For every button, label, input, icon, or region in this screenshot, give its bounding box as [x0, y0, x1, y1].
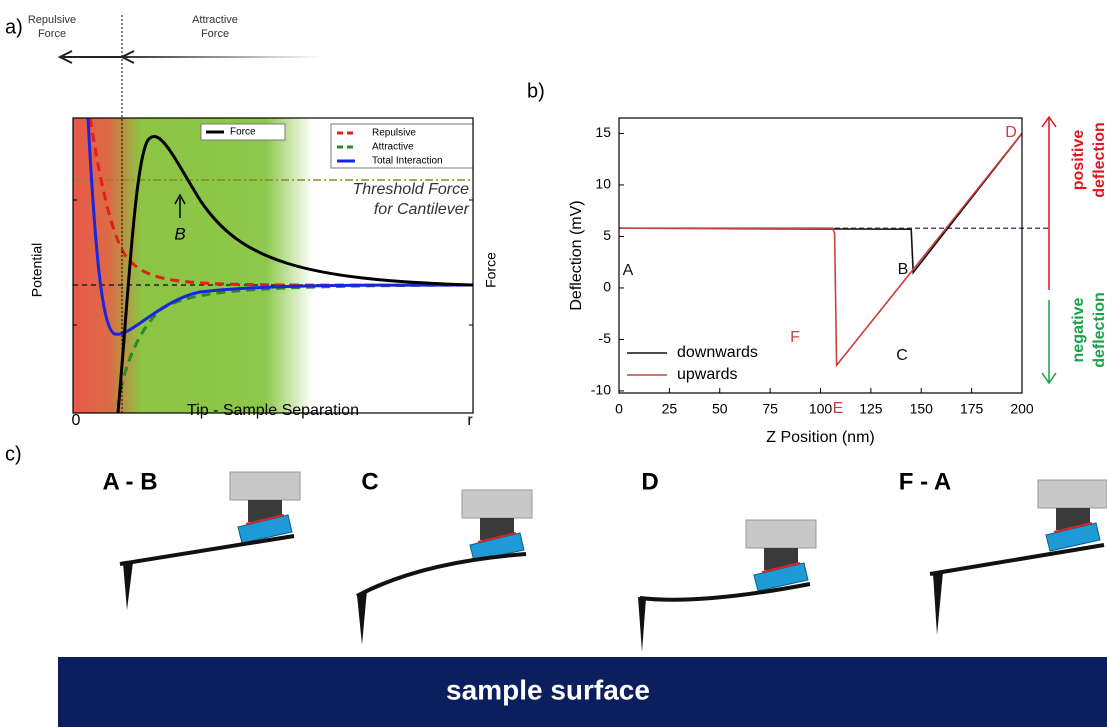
x-tick-label: 0: [615, 401, 623, 417]
axes-frame: [72, 117, 474, 414]
point-annotation: A: [623, 262, 634, 279]
arrowhead: [57, 50, 73, 64]
panel-b: 0 25 50 75 100 125 150 175 200 -10 -5 0 5 10 15 Z Posit…: [568, 115, 1107, 446]
cantilever: [119, 471, 301, 610]
point-annotation: B: [898, 261, 909, 278]
holder: [461, 489, 533, 519]
x-tick-label: 50: [712, 401, 728, 417]
x-tick-label: 175: [960, 401, 984, 417]
y-axis-label: Deflection (mV): [568, 200, 585, 310]
x-axis-label: Tip - Sample Separation: [187, 402, 359, 419]
region-arrow: [124, 56, 322, 58]
legend-entry: downwards: [677, 344, 758, 361]
axes-frame: [618, 117, 1023, 394]
legend-entry: Repulsive: [372, 128, 416, 139]
mirror: [245, 514, 285, 525]
y-tick-label: 5: [603, 227, 611, 243]
beam: [356, 552, 527, 598]
mirror: [1053, 522, 1093, 533]
side-label: positive: [1070, 130, 1087, 191]
x-axis-end: r: [467, 412, 473, 429]
force-curve: [116, 135, 474, 414]
repulsive-curve: [88, 117, 474, 287]
cantilever: [356, 489, 533, 645]
y-axis-label: Force: [483, 252, 499, 288]
panel-a: B Threshold Force for Cantilever Force R…: [28, 14, 499, 429]
cantilever: [929, 479, 1107, 635]
tip: [933, 572, 943, 635]
y-tick-label: 0: [603, 279, 611, 295]
x-tick-label: 150: [910, 401, 934, 417]
y-tick-label: 10: [595, 176, 611, 192]
step-label: C: [361, 468, 378, 495]
beam: [929, 543, 1105, 576]
side-label: deflection: [1091, 292, 1107, 368]
side-label: negative: [1070, 297, 1087, 362]
legend-box: [200, 123, 286, 141]
arrowhead: [174, 193, 186, 205]
side-label: deflection: [1091, 122, 1107, 198]
sample-surface: [58, 657, 1107, 727]
cantilever: [638, 519, 817, 652]
step-label: F - A: [899, 468, 951, 495]
y-tick-label: -10: [591, 382, 611, 398]
x-tick-label: 75: [762, 401, 778, 417]
point-label: B: [174, 224, 185, 243]
tip: [357, 590, 367, 645]
arrowhead: [119, 50, 135, 64]
panel-label: a): [5, 16, 23, 38]
threshold-label: for Cantilever: [374, 201, 470, 218]
x-axis-label: Z Position (nm): [766, 429, 874, 446]
beam: [639, 582, 811, 602]
arrowhead: [1041, 372, 1057, 385]
point-annotation: D: [1005, 124, 1017, 141]
tip: [123, 562, 133, 610]
legend-entry: Total Interaction: [372, 156, 443, 167]
series-line: [618, 132, 1023, 275]
region-label: Repulsive: [28, 14, 76, 26]
x-tick-label: 100: [809, 401, 833, 417]
arrowhead: [1041, 115, 1057, 128]
panel-c: A - B C D F - A: [58, 468, 1107, 727]
panel-label: b): [527, 80, 545, 102]
x-tick-label: 200: [1010, 401, 1034, 417]
threshold-label: Threshold Force: [353, 181, 470, 198]
region-label: Attractive: [192, 14, 238, 26]
holder: [745, 519, 817, 549]
legend-entry: Attractive: [372, 142, 414, 153]
point-annotation: E: [833, 400, 844, 417]
y-tick-label: -5: [599, 330, 612, 346]
y-axis-label: Potential: [29, 243, 45, 297]
total-curve: [86, 117, 474, 336]
step-label: D: [641, 468, 658, 495]
series-line: [619, 132, 1023, 368]
holder: [1037, 479, 1107, 509]
region-label: Force: [38, 28, 66, 40]
holder: [229, 471, 301, 501]
legend-entry: upwards: [677, 366, 737, 383]
y-tick-label: 15: [595, 124, 611, 140]
tip: [638, 597, 646, 652]
surface-label: sample surface: [446, 674, 650, 705]
panel-label: c): [5, 443, 22, 465]
mirror: [761, 562, 801, 573]
x-axis-start: 0: [72, 412, 81, 429]
mirror: [477, 532, 517, 543]
point-annotation: F: [790, 329, 800, 346]
x-tick-label: 25: [662, 401, 678, 417]
region-label: Force: [201, 28, 229, 40]
x-tick-label: 125: [859, 401, 883, 417]
step-label: A - B: [102, 468, 157, 495]
legend-entry: Force: [230, 127, 256, 138]
beam: [119, 534, 295, 566]
point-annotation: C: [896, 347, 908, 364]
